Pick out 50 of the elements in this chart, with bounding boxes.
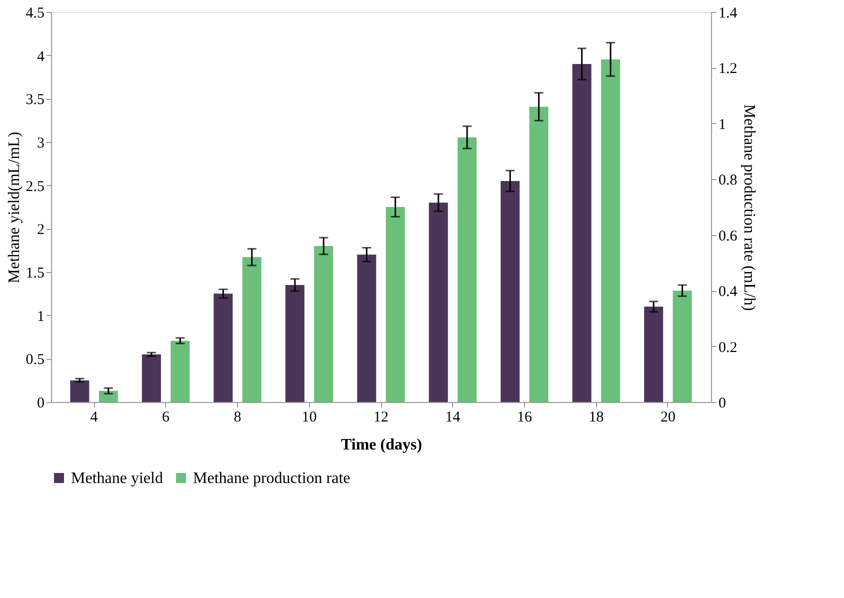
y-tick-label: 0 — [37, 396, 44, 412]
bar — [314, 246, 334, 402]
y-tick-label: 4.5 — [26, 6, 44, 22]
bar — [428, 202, 448, 402]
x-tick-label: 14 — [445, 410, 461, 426]
y2-tick-label: 0.2 — [718, 340, 738, 356]
bar — [170, 340, 190, 402]
x-tick-label: 10 — [302, 410, 317, 426]
y2-tick-label: 0 — [718, 396, 726, 412]
y2-axis-title: Methane production rate (mL/h) — [740, 104, 758, 311]
bar — [98, 390, 118, 402]
bar — [500, 181, 520, 402]
bar — [242, 257, 262, 402]
y-tick-label: 4 — [37, 48, 45, 65]
y-tick-label: 1 — [37, 308, 44, 325]
x-tick-label: 16 — [516, 410, 532, 426]
y-tick-label: 1.5 — [26, 266, 44, 282]
x-axis-title: Time (days) — [340, 436, 422, 454]
y2-tick-label: 0.8 — [718, 172, 738, 189]
y-axis-title: Methane yield(mL/mL) — [6, 132, 23, 284]
bar — [529, 106, 548, 402]
legend-label: Methane production rate — [193, 470, 350, 487]
bar — [386, 207, 405, 402]
bar — [357, 254, 376, 402]
x-tick-label: 4 — [90, 410, 98, 426]
y2-tick-label: 0.6 — [718, 228, 738, 244]
y2-tick-label: 1.4 — [718, 6, 738, 22]
x-tick-label: 20 — [660, 410, 676, 426]
bar — [285, 285, 304, 402]
bar — [601, 59, 620, 402]
y2-tick-label: 0.4 — [718, 284, 738, 300]
y2-tick-label: 1.2 — [718, 61, 738, 78]
bar — [644, 306, 664, 402]
x-tick-label: 18 — [588, 410, 604, 426]
bar — [672, 290, 692, 402]
y-tick-label: 2.5 — [26, 178, 44, 195]
bar — [142, 354, 161, 402]
x-tick-label: 12 — [374, 410, 388, 426]
bar — [572, 64, 592, 402]
y-tick-label: 0.5 — [26, 352, 44, 368]
y2-tick-label: 1 — [718, 116, 726, 133]
legend-label: Methane yield — [71, 470, 163, 487]
y-tick-label: 2 — [37, 222, 44, 238]
y-tick-label: 3 — [37, 136, 44, 152]
y-tick-label: 3.5 — [26, 92, 44, 108]
x-tick-label: 6 — [162, 410, 170, 426]
bar — [214, 294, 233, 402]
bar — [458, 137, 477, 402]
bar — [70, 380, 90, 402]
x-tick-label: 8 — [234, 410, 242, 426]
